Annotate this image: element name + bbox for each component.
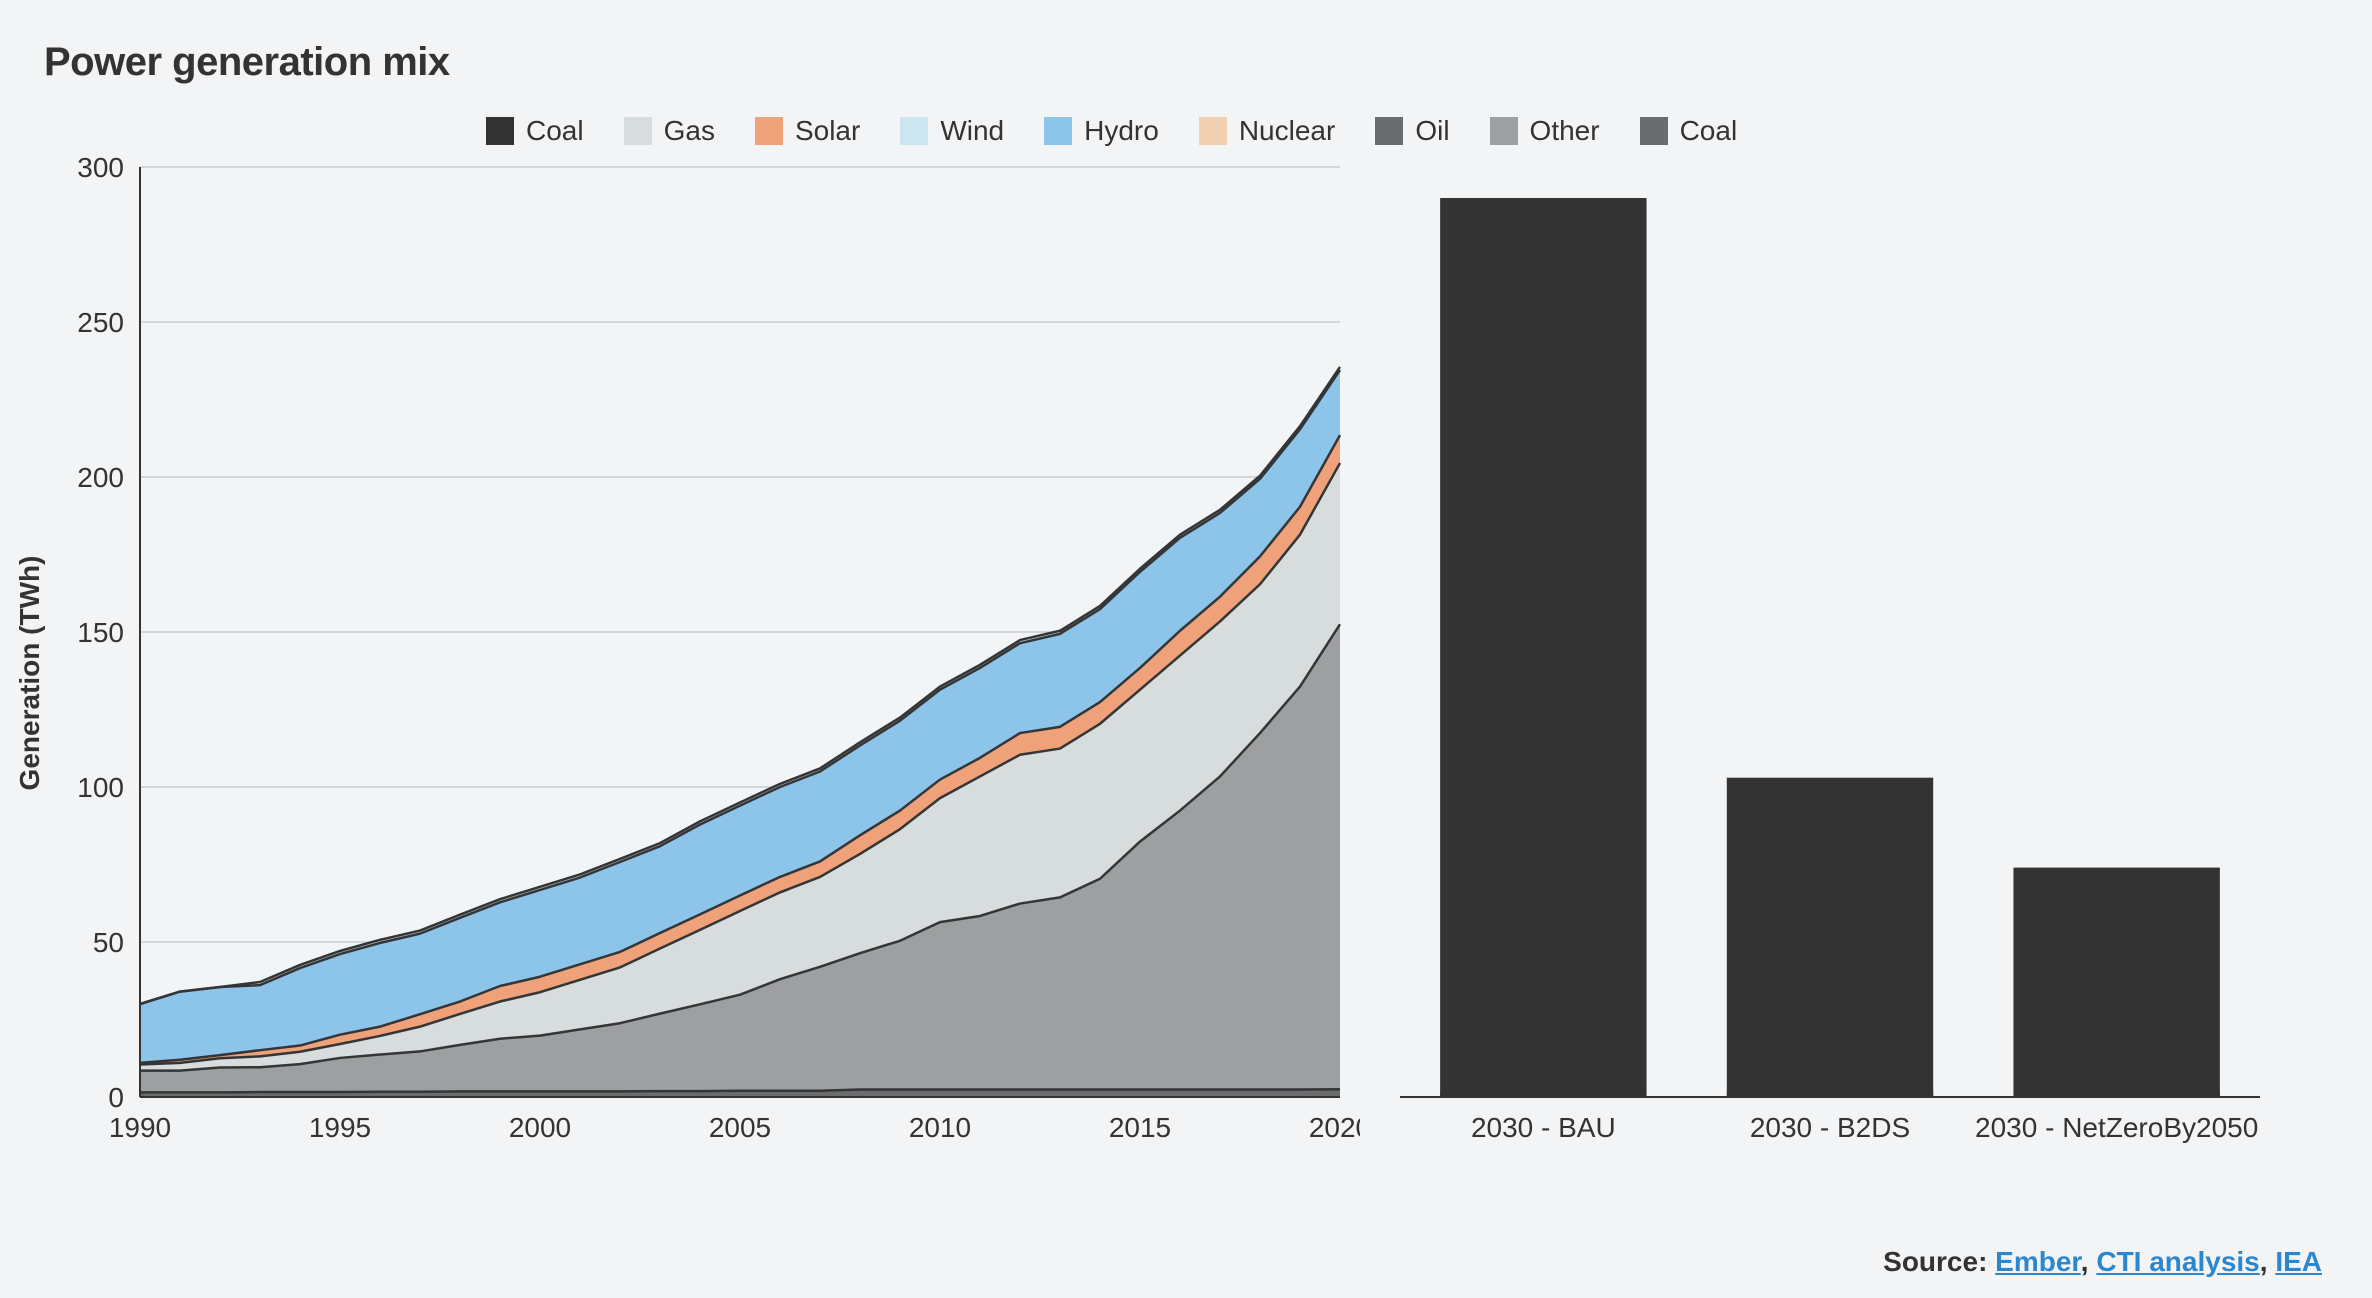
source-link-iea[interactable]: IEA (2275, 1246, 2322, 1277)
legend-swatch (1199, 117, 1227, 145)
y-tick-label: 50 (93, 927, 124, 958)
legend-label: Solar (795, 115, 860, 147)
y-tick-label: 200 (77, 462, 124, 493)
legend-swatch (1375, 117, 1403, 145)
legend-swatch (486, 117, 514, 145)
legend-label: Other (1530, 115, 1600, 147)
x-tick-label: 2015 (1109, 1112, 1171, 1143)
legend-swatch (755, 117, 783, 145)
bar-label: 2030 - NetZeroBy2050 (1975, 1112, 2258, 1143)
bar-label: 2030 - BAU (1471, 1112, 1616, 1143)
legend: Coal Gas Solar Wind Hydro Nuclear Oil Other Coal (486, 115, 1886, 147)
legend-swatch (1490, 117, 1518, 145)
legend-label: Wind (940, 115, 1004, 147)
legend-label: Coal (526, 115, 584, 147)
chart-title: Power generation mix (44, 40, 2332, 85)
x-tick-label: 2000 (509, 1112, 571, 1143)
bar-1 (1727, 778, 1933, 1097)
legend-swatch (1044, 117, 1072, 145)
bar-0 (1440, 198, 1646, 1097)
y-tick-label: 0 (108, 1082, 124, 1113)
bar-chart: 2030 - BAU 2030 - B2DS 2030 - NetZeroBy205… (1390, 157, 2270, 1157)
bar-label: 2030 - B2DS (1750, 1112, 1910, 1143)
legend-item-coal: Coal (1640, 115, 1738, 147)
legend-swatch (1640, 117, 1668, 145)
legend-swatch (900, 117, 928, 145)
legend-label: Gas (664, 115, 715, 147)
bar-2 (2013, 868, 2219, 1097)
legend-item-solar: Solar (755, 115, 860, 147)
legend-item-hydro: Hydro (1044, 115, 1159, 147)
legend-item-coal: Coal (486, 115, 584, 147)
x-tick-label: 2020 (1309, 1112, 1360, 1143)
legend-swatch (624, 117, 652, 145)
y-tick-label: 300 (77, 157, 124, 183)
legend-item-gas: Gas (624, 115, 715, 147)
y-tick-label: 250 (77, 307, 124, 338)
legend-item-other: Other (1490, 115, 1600, 147)
legend-label: Oil (1415, 115, 1449, 147)
y-axis-label: Generation (TWh) (14, 556, 46, 791)
legend-label: Coal (1680, 115, 1738, 147)
source-link-ember[interactable]: Ember (1995, 1246, 2081, 1277)
legend-label: Nuclear (1239, 115, 1335, 147)
y-tick-label: 100 (77, 772, 124, 803)
legend-item-nuclear: Nuclear (1199, 115, 1335, 147)
legend-item-wind: Wind (900, 115, 1004, 147)
stacked-area-chart: 0 50 100 150 200 250 300 1990 1995 2000 2005 2010 20… (40, 157, 1360, 1157)
x-tick-label: 1995 (309, 1112, 371, 1143)
x-tick-label: 2010 (909, 1112, 971, 1143)
source-attribution: Source: Ember, CTI analysis, IEA (1883, 1246, 2322, 1278)
y-tick-label: 150 (77, 617, 124, 648)
legend-item-oil: Oil (1375, 115, 1449, 147)
source-link-cti-analysis[interactable]: CTI analysis (2096, 1246, 2259, 1277)
x-tick-label: 2005 (709, 1112, 771, 1143)
legend-label: Hydro (1084, 115, 1159, 147)
x-tick-label: 1990 (109, 1112, 171, 1143)
